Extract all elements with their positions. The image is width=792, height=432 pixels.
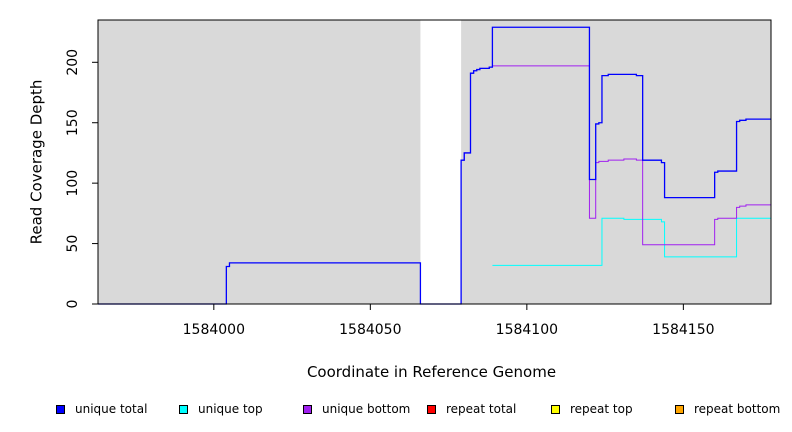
legend-label: repeat bottom	[694, 402, 781, 416]
legend-swatch	[179, 404, 188, 414]
legend-item: repeat bottom	[675, 400, 780, 418]
background-region-1	[98, 20, 421, 304]
legend-item: unique top	[179, 400, 263, 418]
legend-swatch	[675, 404, 684, 414]
y-tick-label: 0	[65, 300, 81, 309]
legend-item: unique total	[56, 400, 147, 418]
background-region-2	[461, 20, 771, 304]
legend-label: unique top	[198, 402, 263, 416]
legend-label: unique total	[75, 402, 148, 416]
legend-item: repeat top	[551, 400, 633, 418]
x-tick-label: 1584100	[496, 322, 558, 338]
background-regions	[98, 20, 771, 304]
x-axis-title: Coordinate in Reference Genome	[307, 363, 556, 381]
x-axis: 1584000 1584050 1584100 1584150	[183, 304, 715, 338]
legend-item: repeat total	[427, 400, 516, 418]
y-axis: 0 50 100 150 200	[65, 49, 98, 309]
legend-label: unique bottom	[322, 402, 411, 416]
series-line-unique-top	[492, 217, 771, 266]
legend-label: repeat total	[446, 402, 517, 416]
y-axis-title: Read Coverage Depth	[28, 80, 46, 245]
y-tick-label: 100	[65, 170, 81, 197]
legend: unique total unique top unique bottom repea…	[0, 400, 792, 418]
x-tick-label: 1584000	[183, 322, 245, 338]
x-tick-label: 1584150	[652, 322, 714, 338]
legend-swatch	[303, 404, 312, 414]
y-tick-label: 150	[65, 109, 81, 136]
y-tick-label: 50	[65, 235, 81, 253]
legend-swatch	[427, 404, 436, 414]
x-tick-label: 1584050	[339, 322, 401, 338]
series-line-unique-total	[98, 26, 771, 305]
plot-frame	[97, 19, 772, 305]
coverage-chart: 1584000 1584050 1584100 1584150 0 50 100 150 20…	[28, 19, 772, 381]
legend-label: repeat top	[570, 402, 633, 416]
legend-swatch	[56, 404, 65, 414]
y-tick-label: 200	[65, 49, 81, 76]
legend-item: unique bottom	[303, 400, 410, 418]
legend-swatch	[551, 404, 560, 414]
